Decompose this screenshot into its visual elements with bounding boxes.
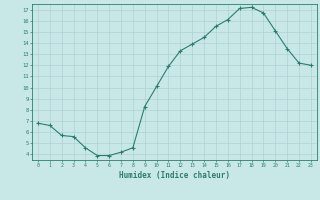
X-axis label: Humidex (Indice chaleur): Humidex (Indice chaleur) [119,171,230,180]
